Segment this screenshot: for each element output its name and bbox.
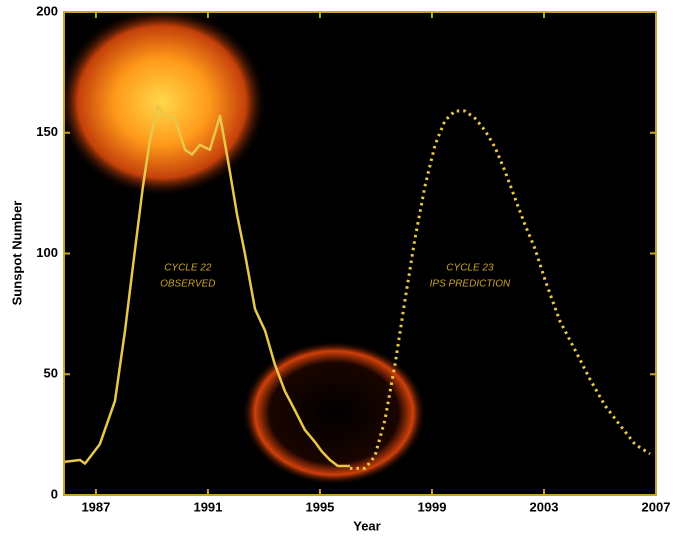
annotation: CYCLE 23 xyxy=(446,263,494,274)
annotation: IPS PREDICTION xyxy=(430,279,511,290)
annotation: CYCLE 22 xyxy=(164,263,212,274)
chart: Year Sunspot Number 0 50 100 150 200 1987 1991… xyxy=(0,0,685,537)
annotation: OBSERVED xyxy=(160,279,215,290)
x-axis-label: Year xyxy=(353,518,380,533)
x-tick-label: 2007 xyxy=(642,499,671,514)
sun-image-max xyxy=(57,7,267,197)
x-tick-label: 1991 xyxy=(193,499,222,514)
y-tick-label: 100 xyxy=(36,245,58,260)
y-tick-label: 50 xyxy=(44,366,58,381)
x-tick-label: 1995 xyxy=(305,499,334,514)
x-tick-label: 2003 xyxy=(530,499,559,514)
x-tick-label: 1987 xyxy=(81,499,110,514)
y-axis-label: Sunspot Number xyxy=(9,201,24,306)
y-tick-label: 0 xyxy=(51,486,58,501)
x-tick-label: 1999 xyxy=(418,499,447,514)
y-tick-label: 150 xyxy=(36,124,58,139)
y-tick-label: 200 xyxy=(36,3,58,18)
